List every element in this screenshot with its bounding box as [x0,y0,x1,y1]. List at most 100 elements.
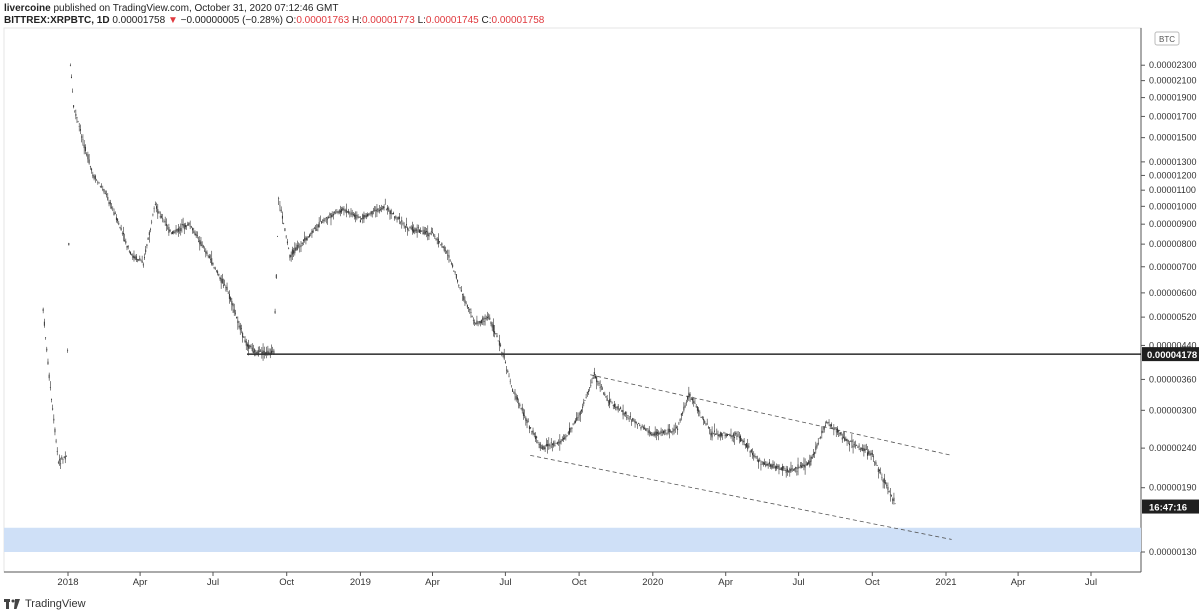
candle-body [583,401,585,404]
low-label: L: [417,15,426,26]
candle-body [315,227,317,229]
candle-body [762,462,764,465]
candle-body [840,432,842,436]
candle-body [422,232,424,234]
candle-body [673,429,675,431]
candle-body [556,442,558,444]
candle-body [395,216,397,218]
candle-body [87,154,89,160]
candle-body [256,352,258,354]
candle-body [550,442,552,443]
candle-body [114,213,116,214]
candle-body [758,460,760,463]
candle-body [434,236,436,237]
candle-body [838,430,840,432]
candle-body [604,393,606,396]
candle-body [640,427,642,429]
y-tick-label: 0.00001700 [1149,111,1197,121]
candle-body [286,241,288,244]
candle-body [494,331,496,334]
candle-body [709,427,711,429]
candle-body [115,217,117,221]
candle-body [495,333,497,335]
candle-body [349,212,351,214]
candle-body [140,260,142,262]
candle-body [472,320,474,321]
candle-body [777,466,779,468]
x-tick-label: 2020 [642,577,663,588]
candle-body [613,404,615,408]
candle-body [561,439,563,441]
symbol-label[interactable]: BITTREX:XRPBTC, 1D [4,15,110,26]
candle-body [220,278,222,283]
candle-body [501,351,503,353]
candle-body [401,220,403,222]
candle-body [488,316,490,318]
candle-body [723,432,725,434]
candle-body [788,471,790,472]
high-value: 0.00001773 [361,15,415,26]
candle-body [443,246,445,251]
candle-body [381,208,383,210]
candle-body [49,387,51,388]
candle-body [126,246,128,248]
candle-body [839,432,841,435]
candle-body [435,238,437,240]
candle-body [478,321,480,323]
candle-body [326,218,328,220]
candle-body [795,466,797,469]
candle-body [217,271,219,274]
candle-body [756,460,758,462]
candle-body [73,105,75,108]
candle-body [759,459,761,461]
candle-body [476,320,478,324]
candle-body [736,435,738,437]
candle-body [789,468,791,473]
candle-body [450,263,452,265]
candle-body [151,221,153,223]
candle-body [746,443,748,448]
candle-body [120,227,122,231]
y-tick-label: 0.00000800 [1149,239,1197,249]
candle-body [863,448,865,452]
candle-body [731,436,733,437]
candle-body [211,258,213,265]
candle-body [163,220,165,222]
candle-body [397,216,399,220]
candle-body [737,434,739,436]
candle-body [611,401,613,403]
candle-body [869,453,871,456]
candle-body [60,463,62,465]
candle-body [440,244,442,246]
candle-body [841,437,843,440]
author-name[interactable]: livercoine [4,3,51,14]
candle-body [350,213,352,215]
candle-body [398,216,400,220]
candle-body [528,426,530,429]
candle-body [365,215,367,218]
candle-body [512,389,514,392]
candle-body [510,385,512,387]
candle-body [452,264,454,267]
candle-body [631,420,633,422]
candle-body [154,204,156,205]
brand-name[interactable]: TradingView [25,598,86,610]
candle-body [389,210,391,214]
candle-body [698,409,700,412]
candle-body [270,350,272,354]
candle-body [888,491,890,493]
candle-body [94,175,96,180]
candle-body [234,312,236,314]
candle-body [549,445,551,447]
candle-body [98,182,100,184]
candle-body [225,287,227,288]
candle-body [290,254,292,258]
candle-body [428,234,430,237]
candle-body [305,237,307,241]
candle-body [536,436,538,439]
candle-body [131,254,133,256]
candle-body [252,351,254,353]
candle-body [483,321,485,323]
candle-body [816,444,818,447]
